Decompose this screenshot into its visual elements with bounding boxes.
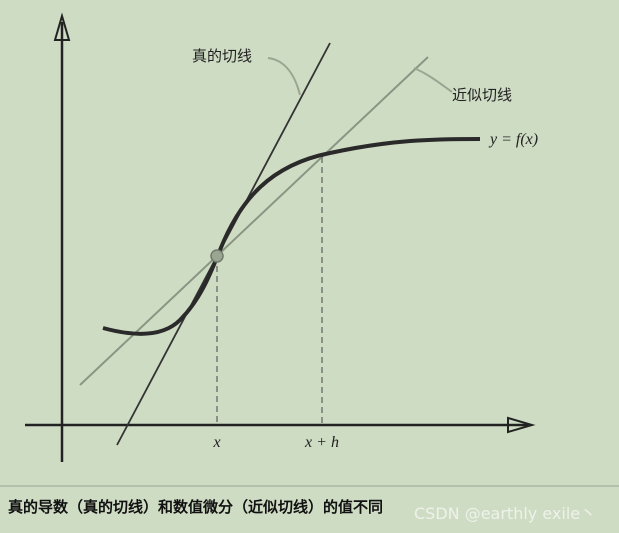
curve-label: y = f(x) bbox=[488, 131, 538, 148]
approx-tangent bbox=[79, 56, 429, 386]
caption: 真的导数（真的切线）和数值微分（近似切线）的值不同 bbox=[8, 498, 383, 516]
watermark: CSDN @earthly exile丶 bbox=[414, 504, 596, 523]
leader-true bbox=[267, 57, 301, 96]
xh-label: x + h bbox=[304, 434, 339, 451]
approx-tangent-label: 近似切线 bbox=[452, 86, 512, 104]
x-arrow bbox=[507, 416, 536, 434]
x-label: x bbox=[212, 434, 220, 451]
y-arrow bbox=[53, 12, 71, 41]
point bbox=[210, 249, 224, 263]
leader-approx bbox=[413, 67, 453, 93]
true-tangent-label: 真的切线 bbox=[192, 47, 252, 65]
curve bbox=[102, 137, 481, 336]
